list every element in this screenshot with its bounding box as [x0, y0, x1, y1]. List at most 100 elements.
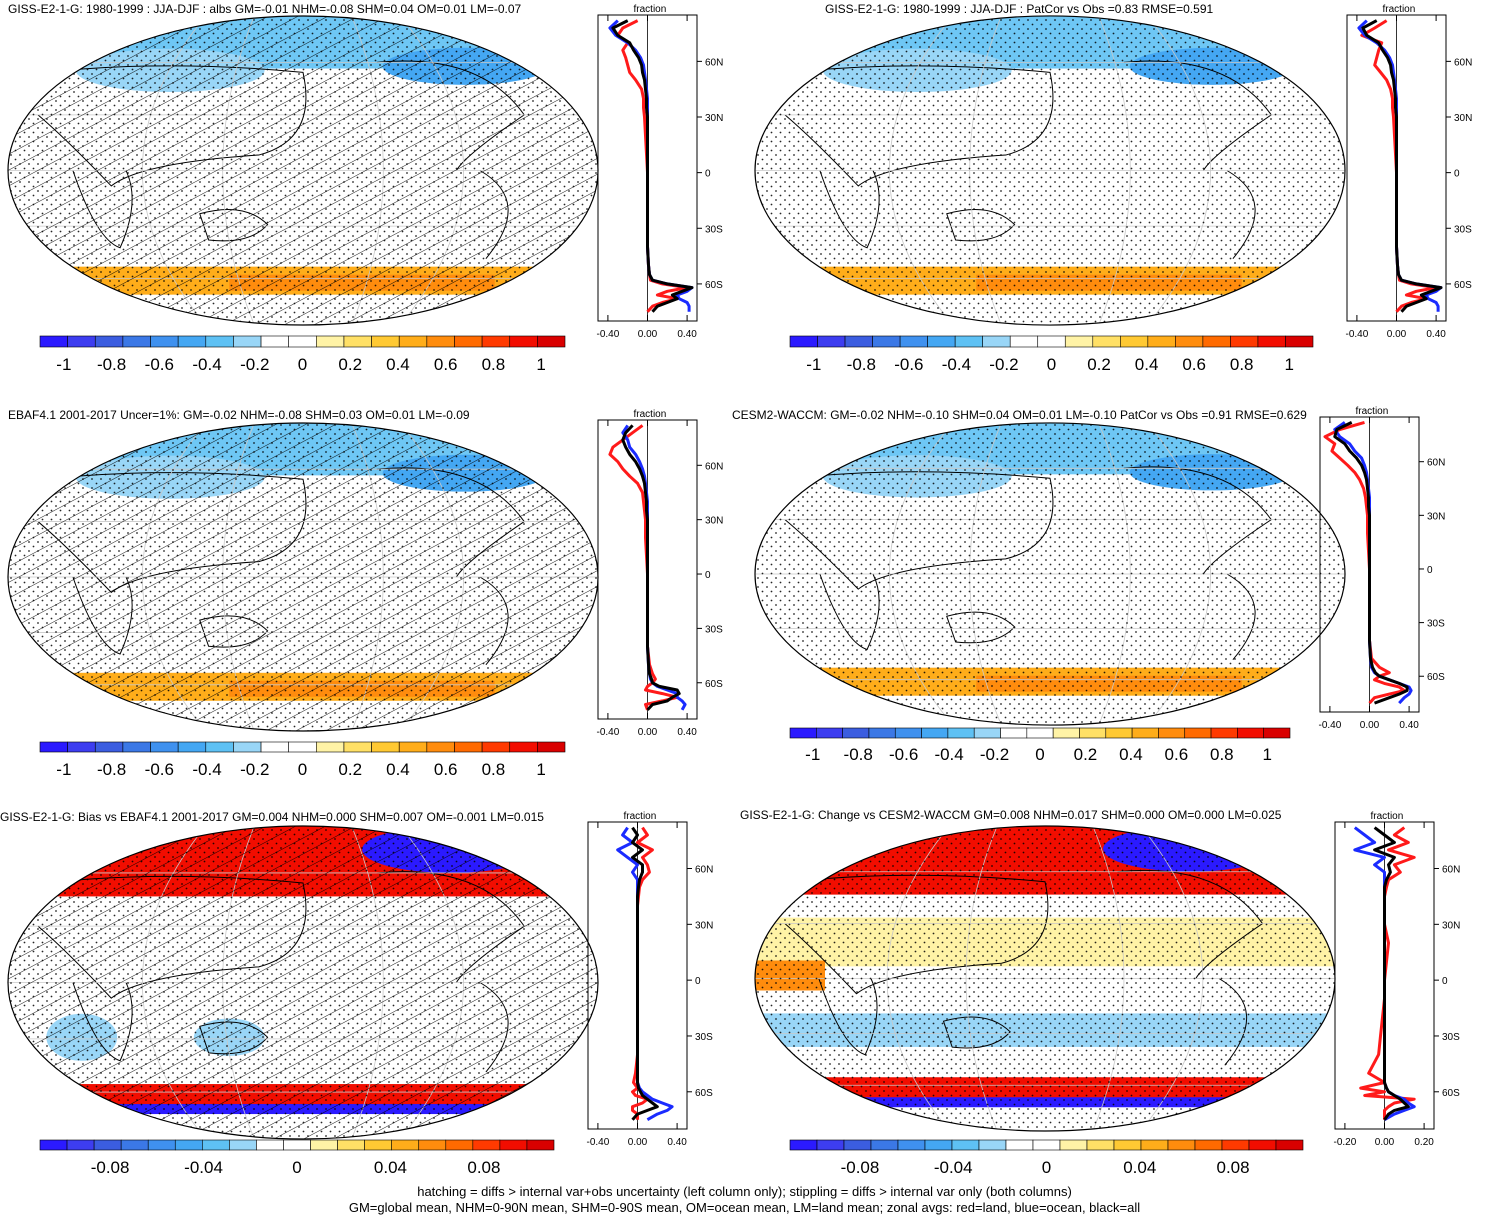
colorbar-box	[870, 1139, 899, 1151]
zonal-all-line	[1373, 826, 1410, 1121]
zonal-all-line	[1361, 19, 1443, 313]
stippling-overlay	[755, 826, 1335, 1131]
colorbar-box	[978, 1139, 1007, 1151]
colorbar: -0.08 -0.04 0 0.04 0.08	[39, 1139, 555, 1177]
zonal-mean-panel: fraction -0.40 0.00 0.40 60N 30N 0 30S 60S	[597, 4, 724, 340]
map-border	[7, 825, 599, 1140]
y-tick-label: 60S	[705, 280, 723, 291]
map-area	[8, 423, 598, 731]
y-tick-label: 60N	[1427, 458, 1445, 469]
colorbar-label: 0.2	[1074, 745, 1098, 764]
colorbar-box	[816, 727, 843, 739]
colorbar-label: 0	[1035, 745, 1044, 764]
footer-line-2: GM=global mean, NHM=0-90N mean, SHM=0-90…	[348, 1200, 1141, 1215]
colorbar-box	[67, 741, 96, 753]
colorbar-box	[1009, 335, 1039, 348]
colorbar-label: -0.4	[192, 760, 221, 779]
colorbar-box	[177, 335, 207, 348]
colorbar-box	[316, 335, 345, 348]
colorbar-box	[526, 1139, 555, 1151]
colorbar-box	[283, 1139, 311, 1151]
panel-title: CESM2-WACCM: GM=-0.02 NHM=-0.10 SHM=0.04…	[732, 408, 1307, 422]
colorbar-label: -0.04	[934, 1158, 973, 1177]
colorbar-label: 0	[1042, 1158, 1051, 1177]
map-area	[8, 825, 598, 1139]
colorbar-label: -0.6	[889, 745, 918, 764]
y-tick-label: 30S	[1454, 224, 1472, 235]
y-tick-label: 0	[705, 570, 711, 581]
colorbar-label: 0.04	[1123, 1158, 1156, 1177]
y-tick-label: 30N	[1442, 920, 1460, 931]
hatching-overlay	[8, 826, 598, 1139]
zonal-ocean-line	[1357, 19, 1443, 312]
colorbar-label: 0.08	[1216, 1158, 1249, 1177]
colorbar-box	[897, 1139, 926, 1151]
colorbar-box	[1120, 335, 1149, 348]
colorbar-label: 1	[536, 355, 545, 374]
colorbar-box	[1147, 335, 1176, 348]
colorbar-label: 0.08	[467, 1158, 500, 1177]
colorbar-label: 0.4	[386, 355, 410, 374]
colorbar-box	[1032, 1139, 1061, 1151]
y-tick-label: 30N	[1427, 511, 1445, 522]
colorbar-box	[398, 741, 428, 753]
y-tick-label: 30S	[705, 624, 723, 635]
panel-title: GISS-E2-1-G: 1980-1999 : JJA-DJF : PatCo…	[825, 2, 1213, 16]
colorbar-box	[1131, 727, 1159, 739]
colorbar-box	[1026, 727, 1054, 739]
colorbar-box	[1052, 727, 1080, 739]
colorbar-box	[229, 1139, 257, 1151]
colorbar-label: -0.6	[894, 355, 923, 374]
colorbar-box	[499, 1139, 528, 1151]
x-tick-label: 0.00	[638, 329, 658, 340]
colorbar-label: 0.4	[1135, 355, 1159, 374]
colorbar-box	[951, 1139, 980, 1151]
map-area	[755, 826, 1335, 1131]
colorbar-box	[1194, 1139, 1223, 1151]
colorbar-box	[1158, 727, 1186, 739]
colorbar-box	[789, 335, 818, 348]
colorbar-box	[894, 727, 922, 739]
x-tick-label: 0.00	[628, 1137, 648, 1148]
stippling-overlay	[755, 16, 1345, 325]
zonal-mean-panel: fraction -0.20 0.00 0.20 60N 30N 0 30S 60S	[1334, 811, 1461, 1148]
colorbar-box	[371, 335, 400, 348]
colorbar-label: 0.6	[1165, 745, 1189, 764]
colorbar-box	[364, 1139, 392, 1151]
colorbar-box	[260, 335, 289, 348]
colorbar-box	[868, 727, 896, 739]
colorbar-box	[1037, 335, 1066, 348]
colorbar-label: -0.8	[97, 355, 126, 374]
colorbar-label: 0.2	[338, 355, 362, 374]
y-tick-label: 30N	[705, 113, 723, 124]
colorbar-box	[789, 727, 817, 739]
colorbar-box	[921, 727, 949, 739]
colorbar-box	[426, 741, 455, 753]
colorbar-box	[288, 741, 317, 753]
colorbar-label: 0	[298, 355, 307, 374]
x-tick-label: -0.20	[1334, 1137, 1357, 1148]
colorbar-box	[398, 335, 428, 348]
panel-title: GISS-E2-1-G: Bias vs EBAF4.1 2001-2017 G…	[0, 810, 544, 824]
x-tick-label: -0.40	[1346, 329, 1369, 340]
colorbar-label: -0.4	[192, 355, 221, 374]
y-tick-label: 0	[1454, 169, 1460, 180]
colorbar-box	[426, 335, 455, 348]
colorbar-box	[816, 1139, 845, 1151]
panel-2: GISS-E2-1-G: 1980-1999 : JJA-DJF : PatCo…	[754, 2, 1473, 374]
colorbar-label: 0.2	[1087, 355, 1111, 374]
colorbar-box	[537, 335, 566, 348]
hatching-overlay	[8, 16, 598, 325]
y-tick-label: 60N	[705, 461, 723, 472]
zonal-ocean-line	[608, 19, 694, 312]
zonal-land-line	[616, 19, 689, 313]
colorbar-label: 0	[1047, 355, 1056, 374]
zonal-mean-panel: fraction -0.40 0.00 0.40 60N 30N 0 30S 60S	[587, 811, 714, 1148]
y-tick-label: 60S	[1442, 1088, 1460, 1099]
zonal-mean-panel: fraction -0.40 0.00 0.40 60N 30N 0 30S 60S	[1319, 406, 1446, 731]
colorbar-box	[1086, 1139, 1115, 1151]
zonal-mean-panel: fraction -0.40 0.00 0.40 60N 30N 0 30S 60S	[1346, 4, 1473, 340]
x-tick-label: 0.40	[667, 1137, 687, 1148]
colorbar-label: 0.6	[1182, 355, 1206, 374]
colorbar-box	[1210, 727, 1238, 739]
